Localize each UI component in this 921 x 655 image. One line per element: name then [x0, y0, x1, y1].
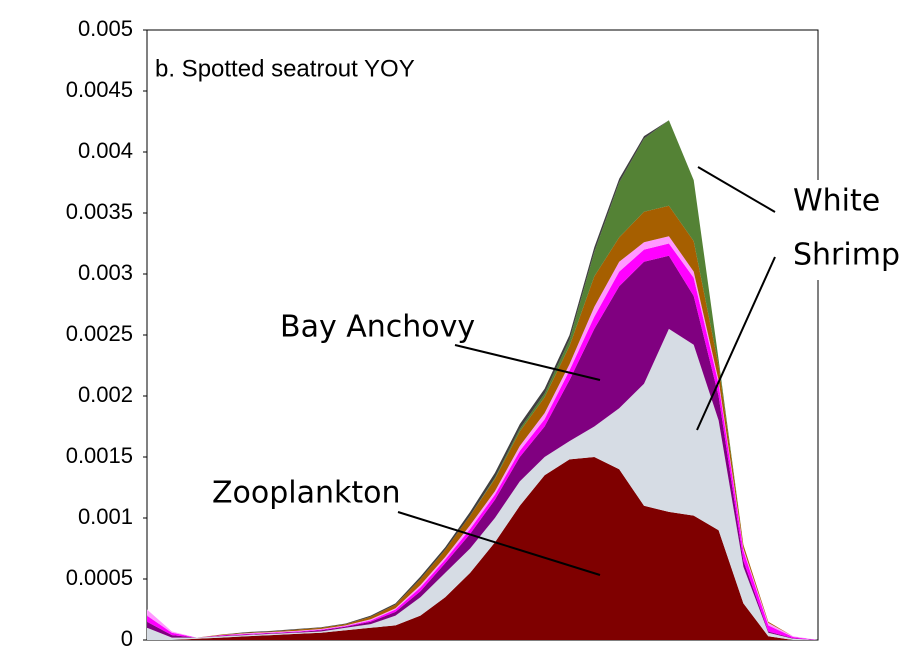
annotation: Zooplankton	[212, 476, 401, 511]
annotation: Bay Anchovy	[280, 310, 475, 345]
area	[147, 457, 818, 640]
area	[147, 255, 818, 640]
y-tick-label: 0.0025	[66, 321, 133, 346]
y-tick-label: 0.003	[78, 260, 133, 285]
y-tick-label: 0.0045	[66, 77, 133, 102]
annotation-line	[697, 166, 776, 213]
y-tick-label: 0.0015	[66, 443, 133, 468]
y-tick-label: 0.004	[78, 138, 133, 163]
area	[147, 328, 818, 640]
y-tick-label: 0.0035	[66, 199, 133, 224]
label-backdrop	[795, 180, 921, 280]
areas	[147, 120, 818, 641]
y-tick-label: 0.001	[78, 504, 133, 529]
annotation-line	[397, 511, 601, 576]
annotation: White	[793, 184, 880, 219]
y-tick-label: 0.005	[78, 16, 133, 41]
y-tick-label: 0	[121, 626, 133, 651]
chart-title: b. Spotted seatrout YOY	[155, 55, 415, 82]
y-tick-label: 0.002	[78, 382, 133, 407]
annotation-line	[696, 256, 776, 431]
annotation-line	[454, 344, 601, 381]
annotation: Shrimp	[793, 238, 900, 273]
y-tick-label: 0.0005	[66, 565, 133, 590]
